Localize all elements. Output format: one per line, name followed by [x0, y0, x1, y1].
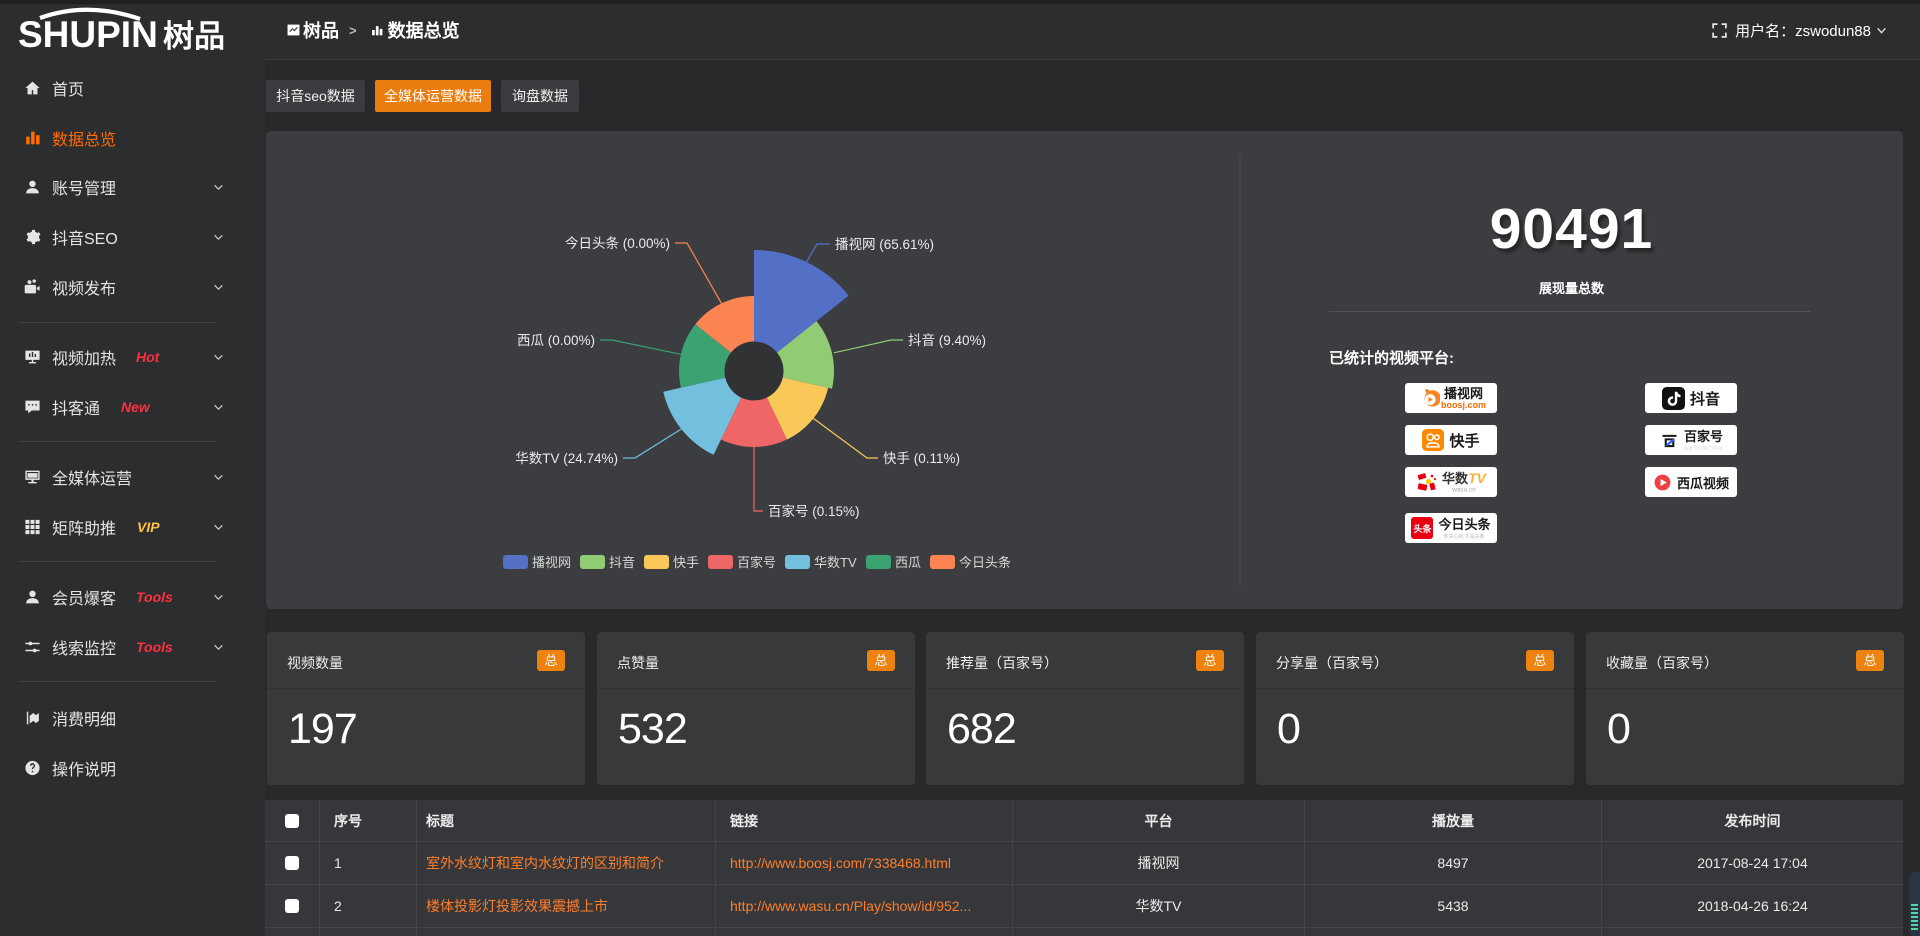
svg-text:百家号: 百家号 [737, 555, 776, 570]
svg-text:今日头条: 今日头条 [959, 555, 1011, 570]
svg-text:抖音 (9.40%): 抖音 (9.40%) [908, 332, 986, 348]
svg-text:SHUPIN: SHUPIN [18, 14, 158, 55]
svg-text:播视网 (65.61%): 播视网 (65.61%) [835, 237, 934, 252]
svg-text:百家号 (0.15%): 百家号 (0.15%) [768, 503, 860, 519]
svg-text:树品: 树品 [163, 19, 225, 54]
svg-text:华数TV (24.74%): 华数TV (24.74%) [515, 451, 618, 466]
svg-text:抖音: 抖音 [609, 555, 635, 570]
svg-text:快手: 快手 [673, 555, 699, 570]
svg-text:西瓜 (0.00%): 西瓜 (0.00%) [517, 333, 595, 348]
svg-text:华数TV: 华数TV [814, 555, 857, 570]
svg-text:今日头条 (0.00%): 今日头条 (0.00%) [565, 235, 670, 251]
svg-text:西瓜: 西瓜 [895, 555, 921, 570]
svg-text:播视网: 播视网 [532, 555, 571, 570]
svg-text:快手 (0.11%): 快手 (0.11%) [883, 451, 960, 466]
